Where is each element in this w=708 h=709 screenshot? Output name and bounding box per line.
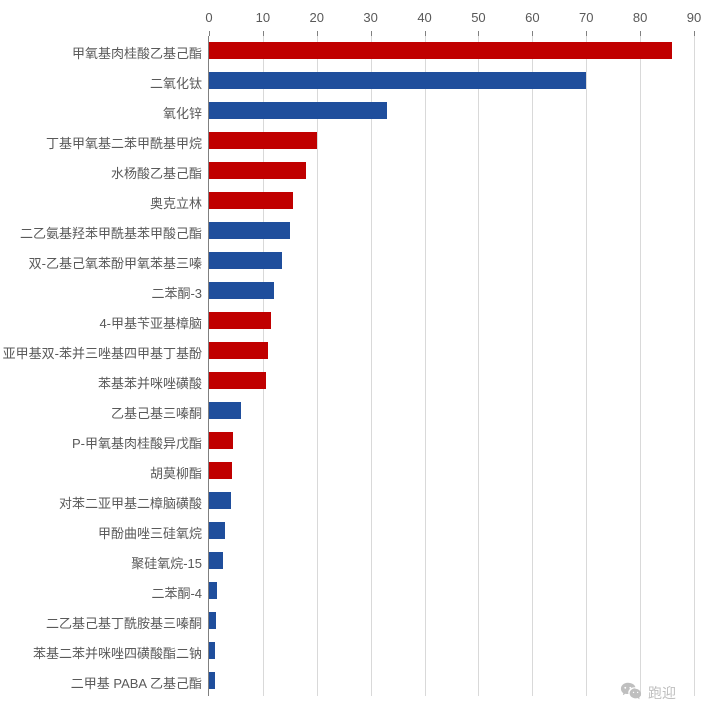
- bar: [209, 642, 215, 659]
- category-label: 苯基苯并咪唑磺酸: [98, 373, 202, 392]
- category-label: 乙基己基三嗪酮: [111, 403, 202, 422]
- bar-chart: 0102030405060708090 跑迎 甲氧基肉桂酸乙基己酯二氧化钛氧化锌…: [0, 0, 708, 709]
- axis-tick-label: 30: [363, 10, 377, 25]
- bar: [209, 582, 217, 599]
- axis-tick: [532, 31, 533, 36]
- category-label: 4-甲基苄亚基樟脑: [99, 313, 202, 332]
- axis-tick: [371, 31, 372, 36]
- grid-line: [640, 36, 641, 696]
- grid-line: [317, 36, 318, 696]
- category-label: 二甲基 PABA 乙基己酯: [71, 673, 202, 692]
- category-label: 二苯酮-3: [151, 283, 202, 302]
- watermark-text: 跑迎: [648, 683, 676, 703]
- bar: [209, 372, 266, 389]
- category-label: 二氧化钛: [150, 73, 202, 92]
- bar: [209, 42, 672, 59]
- bar: [209, 522, 225, 539]
- grid-line: [478, 36, 479, 696]
- wechat-icon: [620, 680, 642, 705]
- bar: [209, 462, 232, 479]
- axis-tick: [694, 31, 695, 36]
- axis-tick: [209, 31, 210, 36]
- axis-tick-label: 0: [205, 10, 212, 25]
- watermark: 跑迎: [620, 680, 676, 705]
- category-label: 甲酚曲唑三硅氧烷: [98, 523, 202, 542]
- bar: [209, 402, 241, 419]
- axis-tick-label: 10: [256, 10, 270, 25]
- axis-tick: [586, 31, 587, 36]
- bar: [209, 192, 293, 209]
- grid-line: [425, 36, 426, 696]
- grid-line: [694, 36, 695, 696]
- plot-area: 0102030405060708090: [208, 36, 694, 696]
- bar: [209, 102, 387, 119]
- bar: [209, 162, 306, 179]
- bar: [209, 432, 233, 449]
- category-label: 双-乙基己氧苯酚甲氧苯基三嗪: [29, 253, 202, 272]
- bar: [209, 282, 274, 299]
- bar: [209, 312, 271, 329]
- bar: [209, 72, 586, 89]
- axis-tick: [478, 31, 479, 36]
- axis-tick: [425, 31, 426, 36]
- grid-line: [532, 36, 533, 696]
- axis-tick-label: 70: [579, 10, 593, 25]
- category-label: 胡莫柳酯: [150, 463, 202, 482]
- grid-line: [586, 36, 587, 696]
- category-label: 氧化锌: [163, 103, 202, 122]
- category-label: 二乙基己基丁酰胺基三嗪酮: [46, 613, 202, 632]
- axis-tick: [263, 31, 264, 36]
- category-label: 对苯二亚甲基二樟脑磺酸: [59, 493, 202, 512]
- axis-tick-label: 80: [633, 10, 647, 25]
- category-label: 水杨酸乙基己酯: [111, 163, 202, 182]
- bar: [209, 492, 231, 509]
- bar: [209, 252, 282, 269]
- category-label: 丁基甲氧基二苯甲酰基甲烷: [46, 133, 202, 152]
- axis-tick-label: 90: [687, 10, 701, 25]
- category-label: 甲氧基肉桂酸乙基己酯: [72, 43, 202, 62]
- bar: [209, 342, 268, 359]
- category-label: P-甲氧基肉桂酸异戊酯: [72, 433, 202, 452]
- axis-tick-label: 50: [471, 10, 485, 25]
- grid-line: [371, 36, 372, 696]
- bar: [209, 672, 215, 689]
- bar: [209, 612, 216, 629]
- axis-tick: [317, 31, 318, 36]
- category-label: 聚硅氧烷-15: [131, 553, 202, 572]
- category-label: 奥克立林: [150, 193, 202, 212]
- category-label: 二苯酮-4: [151, 583, 202, 602]
- category-label: 二乙氨基羟苯甲酰基苯甲酸己酯: [20, 223, 202, 242]
- category-label: 亚甲基双-苯并三唑基四甲基丁基酚: [3, 343, 202, 362]
- axis-tick-label: 20: [310, 10, 324, 25]
- bar: [209, 222, 290, 239]
- category-label: 苯基二苯并咪唑四磺酸酯二钠: [33, 643, 202, 662]
- axis-tick-label: 40: [417, 10, 431, 25]
- axis-tick-label: 60: [525, 10, 539, 25]
- bar: [209, 132, 317, 149]
- bar: [209, 552, 223, 569]
- axis-tick: [640, 31, 641, 36]
